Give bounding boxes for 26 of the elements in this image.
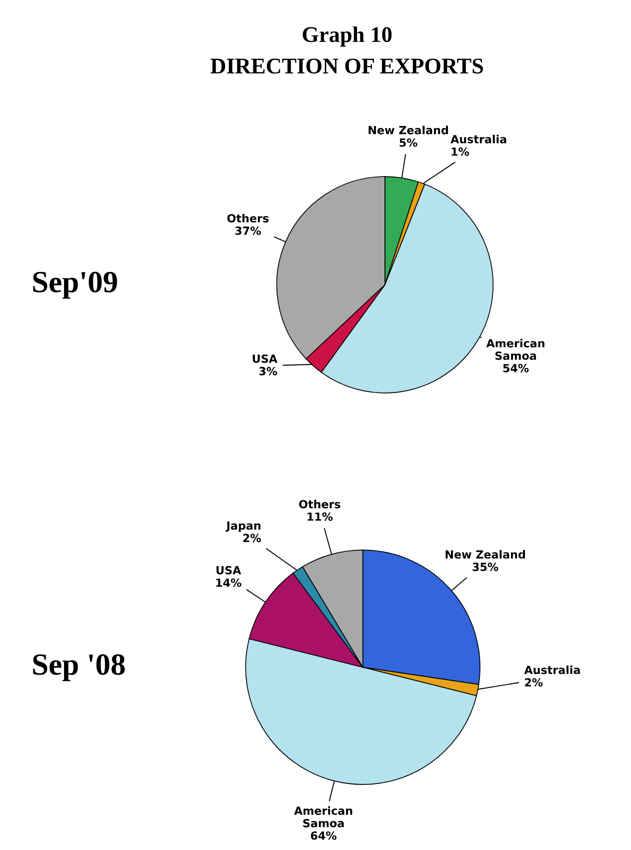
data-label: 35% xyxy=(472,562,498,572)
text: Sep '08 xyxy=(33,654,125,682)
slice-label: American Samoa xyxy=(294,806,352,828)
data-label: 64% xyxy=(310,831,336,840)
slice-label: Japan xyxy=(226,521,260,532)
slice-label: Australia xyxy=(450,134,506,144)
data-label: 3% xyxy=(259,366,278,376)
text: Sep'09 xyxy=(33,272,118,299)
slice-label: Australia xyxy=(524,666,580,674)
chart-subtitle: DIRECTION OF EXPORTS xyxy=(210,58,483,74)
slice-label: USA xyxy=(252,354,278,363)
slice-label: USA xyxy=(216,566,242,574)
slice-label: American Samoa xyxy=(486,338,544,360)
slice-label: Others xyxy=(227,214,269,222)
data-label: 2% xyxy=(243,534,261,542)
data-label: 2% xyxy=(525,678,543,687)
data-label: 1% xyxy=(452,147,470,156)
data-label: 14% xyxy=(216,578,242,587)
slice-label: New Zealand xyxy=(446,550,525,559)
slice-label: New Zealand xyxy=(368,126,448,134)
data-label: 5% xyxy=(400,138,418,147)
slice-label: Others xyxy=(299,500,340,508)
chart-title: Graph 10 xyxy=(302,26,392,47)
data-label: 37% xyxy=(235,226,261,235)
data-label: 54% xyxy=(503,364,529,372)
data-label: 11% xyxy=(308,512,333,521)
